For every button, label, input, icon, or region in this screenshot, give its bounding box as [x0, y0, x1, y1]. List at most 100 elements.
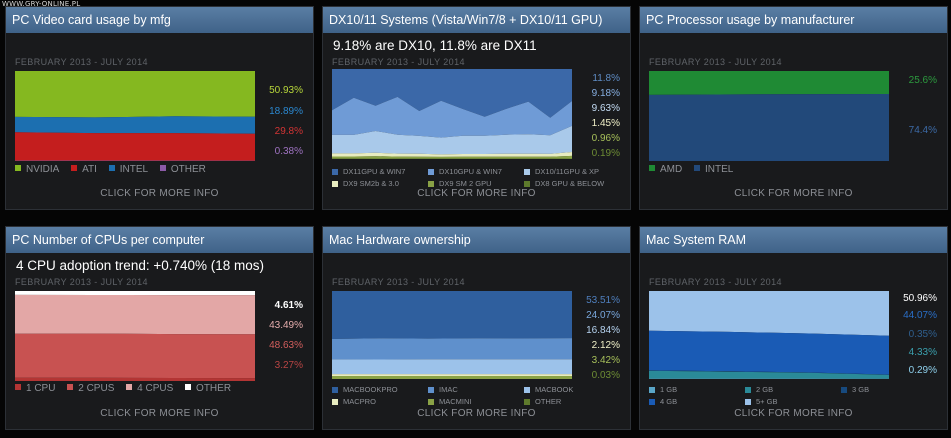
area-series-5-gb — [649, 291, 889, 336]
percent-label-dx9-sm2b: 1.45% — [591, 118, 620, 129]
area-chart-mac-hardware — [332, 291, 572, 379]
click-for-more-info-link[interactable]: CLICK FOR MORE INFO — [417, 408, 536, 419]
legend-item-macbookpro: MACBOOKPRO — [332, 385, 398, 394]
legend-item-4-cpus: 4 CPUS — [126, 383, 173, 394]
percent-label-2-gb: 4.33% — [908, 347, 937, 358]
legend-item-5plus-gb: 5+ GB — [745, 397, 777, 406]
area-chart-mac-ram — [649, 291, 889, 379]
panel-title: DX10/11 Systems (Vista/Win7/8 + DX10/11 … — [323, 7, 630, 33]
area-series-intel — [15, 116, 255, 134]
area-series-intel — [649, 94, 889, 161]
area-chart-dx-systems — [332, 69, 572, 159]
area-series-dx11gpu-win7 — [332, 69, 572, 118]
area-series-macmini — [332, 376, 572, 379]
legend: 1 CPU 2 CPUS 4 CPUS OTHER — [15, 383, 240, 394]
click-for-more-info-link[interactable]: CLICK FOR MORE INFO — [100, 408, 219, 419]
click-for-more-info-link[interactable]: CLICK FOR MORE INFO — [734, 188, 853, 199]
percent-label-dx9-sm2: 0.96% — [591, 133, 620, 144]
legend-item-1-cpu: 1 CPU — [15, 383, 55, 394]
click-for-more-info-link[interactable]: CLICK FOR MORE INFO — [734, 408, 853, 419]
area-series-dx10-11gpu-xp — [332, 125, 572, 155]
legend-item-other: OTHER — [159, 164, 206, 175]
area-series-4-gb — [649, 330, 889, 375]
percent-label-dx10-win7: 9.18% — [591, 88, 620, 99]
panel-mac-hardware[interactable]: Mac Hardware ownership FEBRUARY 2013 - J… — [322, 226, 631, 430]
legend-item-imac: IMAC — [428, 385, 458, 394]
legend-item-2-cpus: 2 CPUS — [67, 383, 114, 394]
panel-title: Mac System RAM — [640, 227, 947, 253]
legend-item-dx9-sm2b: DX9 SM2b & 3.0 — [332, 179, 399, 188]
percent-label-4-gb: 44.07% — [903, 310, 937, 321]
percent-label-intel: 74.4% — [908, 125, 937, 136]
legend-item-other: OTHER — [185, 383, 231, 394]
legend-item-3-gb: 3 GB — [841, 385, 869, 394]
date-range: FEBRUARY 2013 - JULY 2014 — [15, 277, 148, 287]
date-range: FEBRUARY 2013 - JULY 2014 — [649, 277, 782, 287]
percent-label-intel: 18.89% — [269, 106, 303, 117]
legend-item-amd: AMD — [649, 164, 682, 175]
legend-item-dx10-win7: DX10GPU & WIN7 — [428, 167, 502, 176]
percent-label-imac: 24.07% — [586, 310, 620, 321]
panel-number-of-cpus[interactable]: PC Number of CPUs per computer 4 CPU ado… — [5, 226, 314, 430]
area-series-4-cpus — [15, 294, 255, 335]
percent-label-3-gb: 0.35% — [908, 329, 937, 340]
percent-label-dx8: 0.19% — [591, 148, 620, 159]
percent-label-5plus-gb: 50.96% — [903, 293, 937, 304]
legend-item-macbook: MACBOOK — [524, 385, 573, 394]
percent-label-1-cpu: 3.27% — [274, 360, 303, 371]
legend-item-dx9-sm2: DX9 SM 2 GPU — [428, 179, 492, 188]
click-for-more-info-link[interactable]: CLICK FOR MORE INFO — [417, 188, 536, 199]
date-range: FEBRUARY 2013 - JULY 2014 — [15, 57, 148, 67]
area-chart-video-card — [15, 71, 255, 161]
percent-label-macmini: 3.42% — [591, 355, 620, 366]
legend-item-ati: ATI — [71, 164, 97, 175]
percent-label-dx11-win7: 11.8% — [592, 73, 620, 84]
percent-label-1-gb: 0.29% — [908, 365, 937, 376]
legend-item-dx11-win7: DX11GPU & WIN7 — [332, 167, 405, 176]
legend-item-other: OTHER — [524, 397, 561, 406]
headline: 4 CPU adoption trend: +0.740% (18 mos) — [16, 258, 265, 273]
percent-label-dx10-11-xp: 9.63% — [591, 103, 620, 114]
panel-processor-usage[interactable]: PC Processor usage by manufacturer FEBRU… — [639, 6, 948, 210]
panel-title: Mac Hardware ownership — [323, 227, 630, 253]
panel-title: PC Processor usage by manufacturer — [640, 7, 947, 33]
percent-label-2-cpus: 48.63% — [269, 340, 303, 351]
panel-video-card-usage[interactable]: PC Video card usage by mfg FEBRUARY 2013… — [5, 6, 314, 210]
date-range: FEBRUARY 2013 - JULY 2014 — [332, 277, 465, 287]
area-series-nvidia — [15, 71, 255, 118]
panel-dx-systems[interactable]: DX10/11 Systems (Vista/Win7/8 + DX10/11 … — [322, 6, 631, 210]
legend: AMD INTEL — [649, 164, 742, 175]
legend-item-intel: INTEL — [694, 164, 733, 175]
watermark: WWW.GRY-ONLINE.PL — [2, 0, 81, 8]
percent-label-macbookpro: 53.51% — [586, 295, 620, 306]
area-chart-processor — [649, 71, 889, 161]
area-chart-cpus — [15, 291, 255, 381]
percent-label-macpro: 2.12% — [591, 340, 620, 351]
percent-label-other: 0.38% — [274, 146, 303, 157]
percent-label-4-cpus: 43.49% — [269, 320, 303, 331]
legend-item-intel: INTEL — [108, 164, 148, 175]
legend-item-2-gb: 2 GB — [745, 385, 773, 394]
date-range: FEBRUARY 2013 - JULY 2014 — [649, 57, 782, 67]
area-series-imac — [332, 338, 572, 360]
area-series-macpro — [332, 374, 572, 376]
legend: NVIDIA ATI INTEL OTHER — [15, 164, 215, 175]
area-series-2-gb — [649, 370, 889, 379]
area-series-macbookpro — [332, 291, 572, 339]
area-series-3-gb — [649, 370, 889, 375]
percent-label-macbook: 16.84% — [586, 325, 620, 336]
click-for-more-info-link[interactable]: CLICK FOR MORE INFO — [100, 188, 219, 199]
headline: 9.18% are DX10, 11.8% are DX11 — [333, 38, 537, 53]
area-series-dx8-gpu-below — [332, 158, 572, 159]
legend-item-macpro: MACPRO — [332, 397, 376, 406]
legend-item-4-gb: 4 GB — [649, 397, 677, 406]
percent-label-other: 0.03% — [591, 370, 620, 381]
area-series-other — [15, 291, 255, 296]
panel-mac-system-ram[interactable]: Mac System RAM FEBRUARY 2013 - JULY 2014… — [639, 226, 948, 430]
date-range: FEBRUARY 2013 - JULY 2014 — [332, 57, 465, 67]
percent-label-ati: 29.8% — [274, 126, 303, 137]
percent-label-other: 4.61% — [274, 300, 303, 311]
panel-title: PC Video card usage by mfg — [6, 7, 313, 33]
area-series-dx9-sm-2-gpu — [332, 155, 572, 159]
percent-label-amd: 25.6% — [908, 75, 937, 86]
